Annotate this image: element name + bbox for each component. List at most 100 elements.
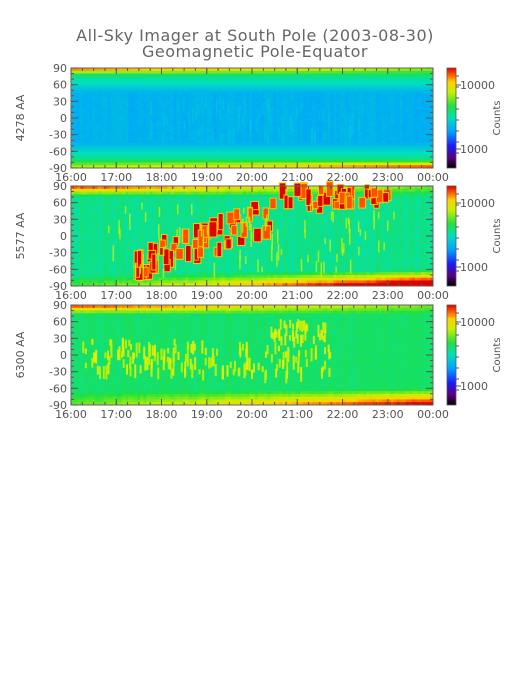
heatmap-cell [207, 85, 210, 88]
heatmap-cell [83, 149, 86, 152]
heatmap-cell [104, 217, 107, 220]
heatmap-cell [282, 76, 285, 79]
heatmap-cell [225, 160, 228, 163]
heatmap-cell [346, 110, 349, 113]
heatmap-cell [128, 129, 131, 132]
heatmap-cell [213, 90, 216, 93]
heatmap-cell [119, 149, 122, 152]
heatmap-cell [174, 107, 177, 110]
heatmap-cell [158, 96, 161, 99]
heatmap-cell [168, 79, 171, 82]
heatmap-cell [101, 137, 104, 140]
heatmap-cell [349, 71, 352, 74]
heatmap-cell [110, 121, 113, 124]
heatmap-cell [222, 85, 225, 88]
heatmap-cell [355, 110, 358, 113]
heatmap-cell [155, 104, 158, 107]
heatmap-cell [92, 71, 95, 74]
heatmap-cell [107, 121, 110, 124]
heatmap-cell [427, 107, 430, 110]
heatmap-cell [177, 96, 180, 99]
heatmap-cell [131, 157, 134, 160]
heatmap-cell [409, 154, 412, 157]
heatmap-cell [107, 118, 110, 121]
heatmap-cell [95, 244, 98, 247]
heatmap-cell [333, 110, 336, 113]
heatmap-cell [370, 115, 373, 118]
heatmap-cell [355, 115, 358, 118]
heatmap-cell [231, 99, 234, 102]
heatmap-cell [285, 87, 288, 90]
heatmap-cell [330, 96, 333, 99]
heatmap-cell [370, 129, 373, 132]
heatmap-cell [225, 132, 228, 135]
heatmap-cell [397, 140, 400, 143]
heatmap-cell [403, 160, 406, 163]
heatmap-cell [83, 115, 86, 118]
heatmap-cell [86, 112, 89, 115]
heatmap-cell [364, 79, 367, 82]
heatmap-cell [80, 239, 83, 242]
heatmap-cell [110, 157, 113, 160]
heatmap-cell [89, 79, 92, 82]
heatmap-cell [318, 79, 321, 82]
heatmap-cell [122, 107, 125, 110]
heatmap-cell [213, 154, 216, 157]
heatmap-cell [352, 140, 355, 143]
heatmap-cell [165, 121, 168, 124]
heatmap-cell [330, 146, 333, 149]
auroral-streak [351, 120, 353, 135]
heatmap-cell [273, 115, 276, 118]
heatmap-cell [116, 110, 119, 113]
heatmap-cell [424, 107, 427, 110]
heatmap-cell [201, 140, 204, 143]
heatmap-cell [382, 85, 385, 88]
heatmap-cell [225, 137, 228, 140]
heatmap-cell [89, 151, 92, 154]
heatmap-cell [83, 200, 86, 203]
heatmap-cell [152, 162, 155, 165]
heatmap-cell [376, 151, 379, 154]
heatmap-cell [86, 151, 89, 154]
heatmap-cell [412, 93, 415, 96]
heatmap-cell [219, 154, 222, 157]
heatmap-cell [297, 74, 300, 77]
heatmap-cell [418, 162, 421, 165]
heatmap-cell [122, 101, 125, 104]
heatmap-cell [101, 146, 104, 149]
heatmap-cell [400, 154, 403, 157]
heatmap-cell [101, 160, 104, 163]
heatmap-cell [83, 219, 86, 222]
heatmap-cell [104, 230, 107, 233]
heatmap-cell [134, 124, 137, 127]
heatmap-cell [98, 222, 101, 225]
heatmap-cell [303, 140, 306, 143]
heatmap-cell [336, 112, 339, 115]
heatmap-cell [177, 143, 180, 146]
heatmap-cell [339, 132, 342, 135]
heatmap-cell [104, 222, 107, 225]
heatmap-cell [74, 71, 77, 74]
heatmap-cell [358, 160, 361, 163]
heatmap-cell [195, 87, 198, 90]
heatmap-cell [122, 93, 125, 96]
heatmap-cell [110, 107, 113, 110]
heatmap-cell [83, 261, 86, 264]
heatmap-cell [80, 275, 83, 278]
heatmap-cell [343, 162, 346, 165]
heatmap-cell [207, 101, 210, 104]
heatmap-cell [364, 146, 367, 149]
heatmap-cell [297, 82, 300, 85]
y-axis-label: 4278 AA [14, 94, 27, 141]
heatmap-cell [113, 135, 116, 138]
auroral-streak [244, 101, 246, 115]
heatmap-cell [385, 132, 388, 135]
heatmap-cell [373, 71, 376, 74]
heatmap-cell [285, 157, 288, 160]
heatmap-cell [107, 101, 110, 104]
heatmap-cell [192, 160, 195, 163]
heatmap-cell [415, 129, 418, 132]
heatmap-cell [83, 230, 86, 233]
heatmap-cell [300, 129, 303, 132]
heatmap-cell [107, 146, 110, 149]
